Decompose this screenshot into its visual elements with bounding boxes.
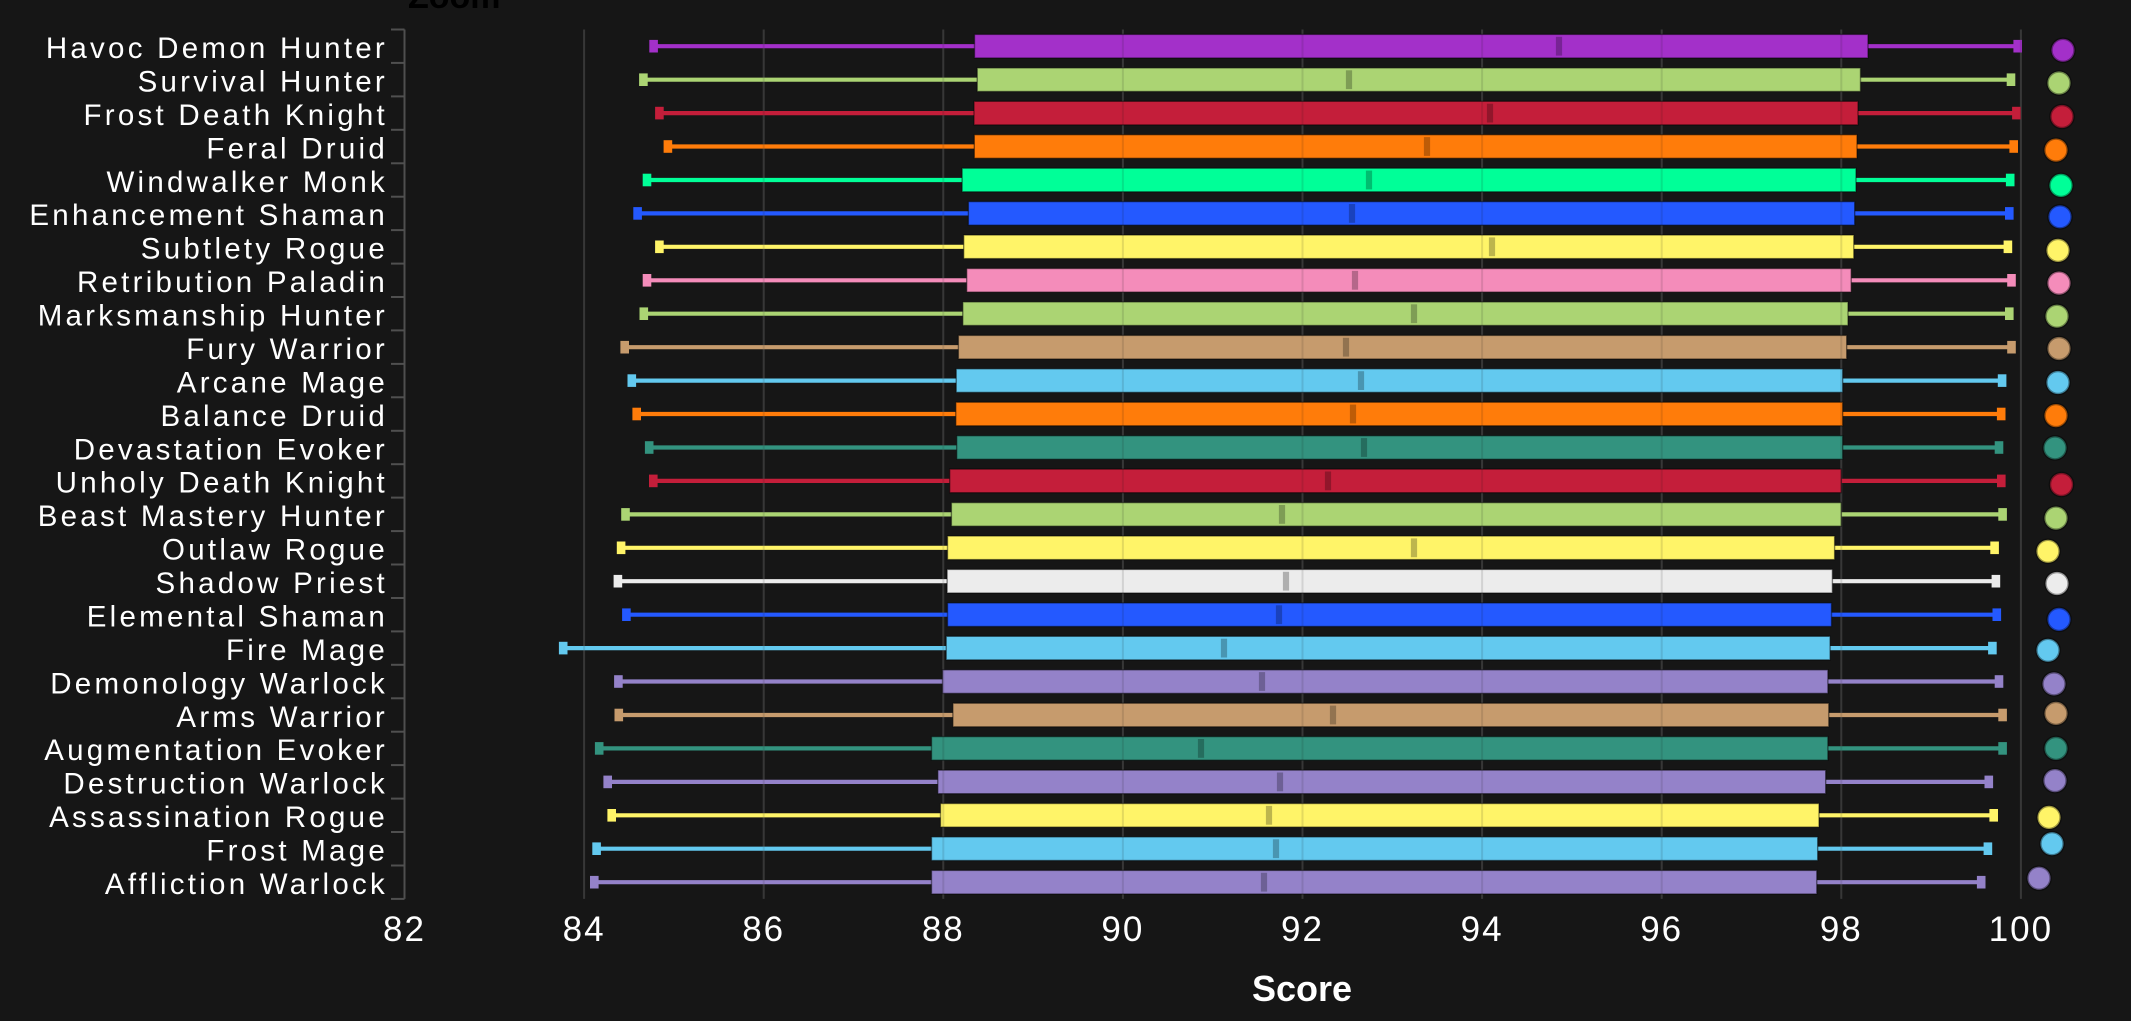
svg-text:90: 90 <box>1101 910 1144 949</box>
svg-text:Marksmanship Hunter: Marksmanship Hunter <box>38 300 388 333</box>
svg-text:Shadow Priest: Shadow Priest <box>156 567 388 600</box>
svg-text:88: 88 <box>922 910 965 949</box>
svg-text:96: 96 <box>1640 910 1683 949</box>
svg-text:Unholy Death Knight: Unholy Death Knight <box>56 467 388 500</box>
svg-text:Balance Druid: Balance Druid <box>160 400 388 433</box>
svg-text:82: 82 <box>383 910 426 949</box>
svg-text:Augmentation Evoker: Augmentation Evoker <box>44 734 388 767</box>
svg-text:86: 86 <box>742 910 785 949</box>
svg-text:Destruction Warlock: Destruction Warlock <box>63 768 388 801</box>
svg-text:92: 92 <box>1281 910 1324 949</box>
svg-text:Zoom: Zoom <box>408 0 501 16</box>
svg-text:100: 100 <box>1989 910 2053 949</box>
svg-text:Windwalker Monk: Windwalker Monk <box>106 166 388 199</box>
svg-text:Frost Mage: Frost Mage <box>206 835 388 868</box>
svg-text:Demonology Warlock: Demonology Warlock <box>50 667 388 700</box>
svg-text:Affliction Warlock: Affliction Warlock <box>105 868 388 901</box>
svg-text:Beast Mastery Hunter: Beast Mastery Hunter <box>38 500 388 533</box>
svg-text:Outlaw Rogue: Outlaw Rogue <box>162 534 388 567</box>
svg-text:84: 84 <box>563 910 606 949</box>
svg-text:Fury Warrior: Fury Warrior <box>186 333 388 366</box>
svg-text:Feral Druid: Feral Druid <box>206 132 388 165</box>
svg-text:Fire Mage: Fire Mage <box>226 634 388 667</box>
svg-text:Score: Score <box>1252 968 1352 1009</box>
svg-text:Enhancement Shaman: Enhancement Shaman <box>29 199 388 232</box>
svg-text:Arms Warrior: Arms Warrior <box>176 701 388 734</box>
svg-text:98: 98 <box>1820 910 1863 949</box>
svg-text:Subtlety Rogue: Subtlety Rogue <box>141 233 388 266</box>
svg-text:Arcane Mage: Arcane Mage <box>177 366 388 399</box>
svg-text:Frost Death Knight: Frost Death Knight <box>84 99 388 132</box>
svg-text:Devastation Evoker: Devastation Evoker <box>74 433 388 466</box>
svg-text:Retribution Paladin: Retribution Paladin <box>77 266 388 299</box>
svg-text:Havoc Demon Hunter: Havoc Demon Hunter <box>46 32 388 65</box>
svg-text:94: 94 <box>1461 910 1504 949</box>
svg-text:Survival Hunter: Survival Hunter <box>138 66 388 99</box>
svg-text:Elemental Shaman: Elemental Shaman <box>87 601 388 634</box>
svg-text:Assassination Rogue: Assassination Rogue <box>49 801 388 834</box>
